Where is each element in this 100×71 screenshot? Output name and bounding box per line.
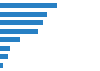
Bar xyxy=(0,20,43,25)
Bar xyxy=(0,46,10,51)
Bar xyxy=(0,3,57,8)
Bar xyxy=(0,54,8,59)
Bar xyxy=(0,37,20,42)
Bar xyxy=(0,12,47,17)
Bar xyxy=(0,63,3,68)
Bar xyxy=(0,29,38,34)
